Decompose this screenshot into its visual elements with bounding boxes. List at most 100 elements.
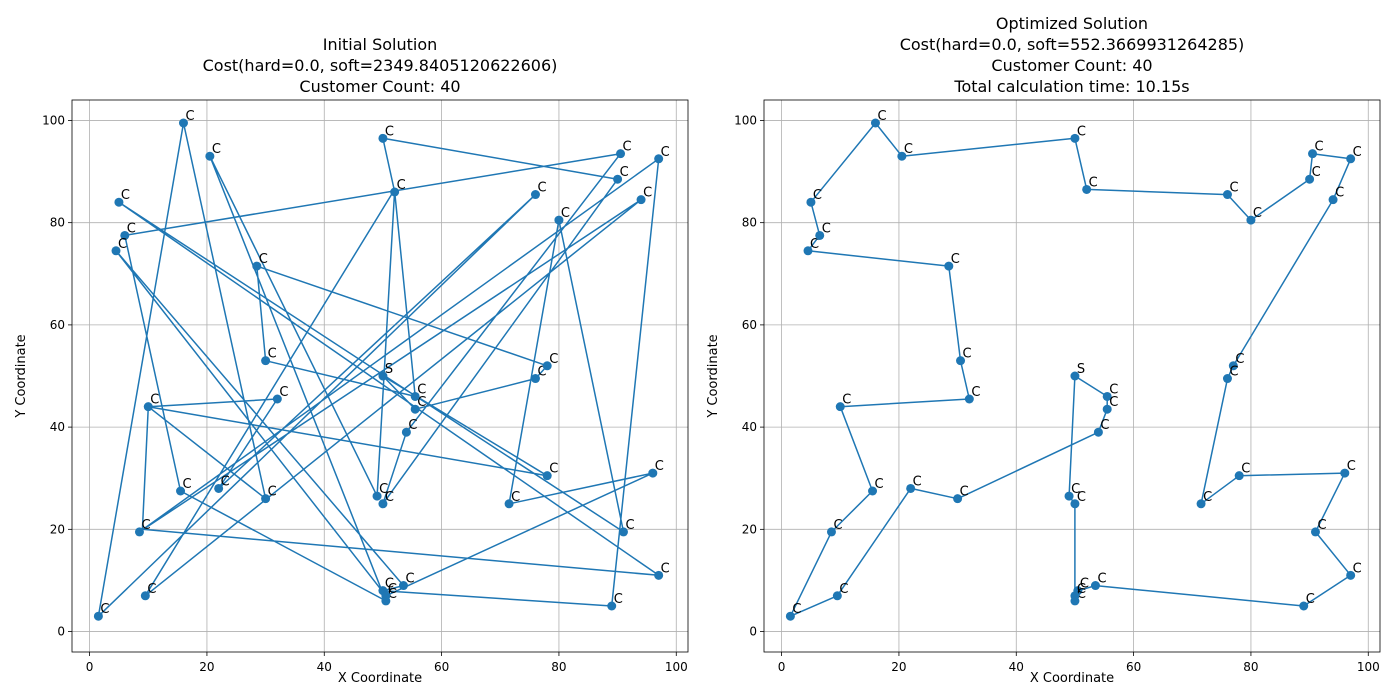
x-tick-label: 0 — [778, 660, 786, 674]
customer-label: C — [1353, 145, 1362, 160]
customer-point — [1082, 184, 1092, 194]
x-tick-label: 60 — [434, 660, 449, 674]
customer-label: C — [268, 347, 277, 362]
chart-title-line: Optimized Solution — [996, 14, 1148, 33]
customer-label: C — [141, 518, 150, 533]
customer-point — [785, 611, 795, 621]
customer-point — [1328, 195, 1338, 205]
customer-point — [1222, 374, 1232, 384]
customer-label: C — [655, 459, 664, 474]
customer-label: C — [971, 385, 980, 400]
customer-point — [806, 197, 816, 207]
customer-point — [542, 471, 552, 481]
customer-label: C — [385, 577, 394, 592]
customer-point — [1222, 190, 1232, 200]
customer-label: C — [537, 181, 546, 196]
customer-point — [554, 215, 564, 225]
customer-label: C — [379, 482, 388, 497]
y-tick-label: 0 — [749, 625, 757, 639]
customer-point — [1305, 174, 1315, 184]
customer-point — [607, 601, 617, 611]
customer-label: C — [661, 145, 670, 160]
customer-point — [953, 494, 963, 504]
customer-point — [1234, 471, 1244, 481]
customer-point — [410, 404, 420, 414]
customer-label: C — [913, 474, 922, 489]
y-tick-label: 100 — [42, 113, 65, 127]
customer-label: C — [388, 582, 397, 597]
customer-point — [616, 149, 626, 159]
y-axis-label: Y Coordinate — [14, 334, 29, 418]
customer-label: C — [963, 347, 972, 362]
customer-point — [1228, 361, 1238, 371]
customer-label: C — [1203, 490, 1212, 505]
customer-point — [252, 261, 262, 271]
customer-point — [111, 246, 121, 256]
y-tick-label: 100 — [734, 113, 757, 127]
customer-label: C — [643, 186, 652, 201]
customer-label: C — [813, 188, 822, 203]
customer-label: C — [1235, 352, 1244, 367]
customer-point — [654, 154, 664, 164]
customer-label: C — [625, 518, 634, 533]
customer-label: C — [127, 221, 136, 236]
customer-point — [1346, 154, 1356, 164]
customer-label: C — [1100, 418, 1109, 433]
customer-label: C — [960, 485, 969, 500]
customer-label: C — [1109, 395, 1118, 410]
customer-label: C — [417, 395, 426, 410]
customer-point — [390, 187, 400, 197]
depot-label: S — [385, 362, 393, 377]
customer-point — [261, 356, 271, 366]
customer-point — [835, 402, 845, 412]
y-tick-label: 60 — [50, 318, 65, 332]
y-tick-label: 20 — [742, 522, 757, 536]
customer-point — [1246, 215, 1256, 225]
customer-label: C — [1077, 587, 1086, 602]
customer-label: C — [1312, 165, 1321, 180]
customer-label: C — [259, 252, 268, 267]
customer-point — [381, 591, 391, 601]
customer-label: C — [549, 352, 558, 367]
customer-point — [140, 591, 150, 601]
customer-label: C — [185, 109, 194, 124]
customer-label: C — [1306, 592, 1315, 607]
customer-label: C — [1315, 140, 1324, 155]
customer-label: C — [904, 142, 913, 157]
customer-label: C — [1097, 572, 1106, 587]
customer-point — [261, 494, 271, 504]
customer-point — [1064, 491, 1074, 501]
customer-label: C — [417, 382, 426, 397]
customer-label: C — [875, 477, 884, 492]
y-tick-label: 40 — [50, 420, 65, 434]
customer-point — [1093, 427, 1103, 437]
customer-point — [1196, 499, 1206, 509]
y-tick-label: 40 — [742, 420, 757, 434]
customer-point — [530, 190, 540, 200]
customer-label: C — [1229, 365, 1238, 380]
plot-frame — [71, 99, 689, 653]
customer-label: C — [1089, 175, 1098, 190]
customer-label: C — [822, 221, 831, 236]
customer-label: C — [810, 237, 819, 252]
customer-point — [826, 527, 836, 537]
customer-label: C — [279, 385, 288, 400]
y-axis-label: Y Coordinate — [706, 334, 721, 418]
customer-label: C — [1353, 561, 1362, 576]
customer-label: C — [1071, 482, 1080, 497]
customer-label: C — [614, 592, 623, 607]
customer-label: C — [951, 252, 960, 267]
customer-point — [868, 486, 878, 496]
route-line — [789, 122, 1352, 617]
customer-point — [205, 151, 215, 161]
customer-label: C — [1077, 490, 1086, 505]
chart-title-line: Customer Count: 40 — [991, 56, 1152, 75]
customer-point — [1340, 468, 1350, 478]
customer-label: C — [623, 140, 632, 155]
customer-label: C — [833, 518, 842, 533]
x-tick-label: 100 — [1357, 660, 1380, 674]
chart-title-line: Cost(hard=0.0, soft=2349.8405120622606) — [203, 56, 558, 75]
customer-label: C — [1077, 124, 1086, 139]
x-axis-label: X Coordinate — [338, 671, 422, 686]
